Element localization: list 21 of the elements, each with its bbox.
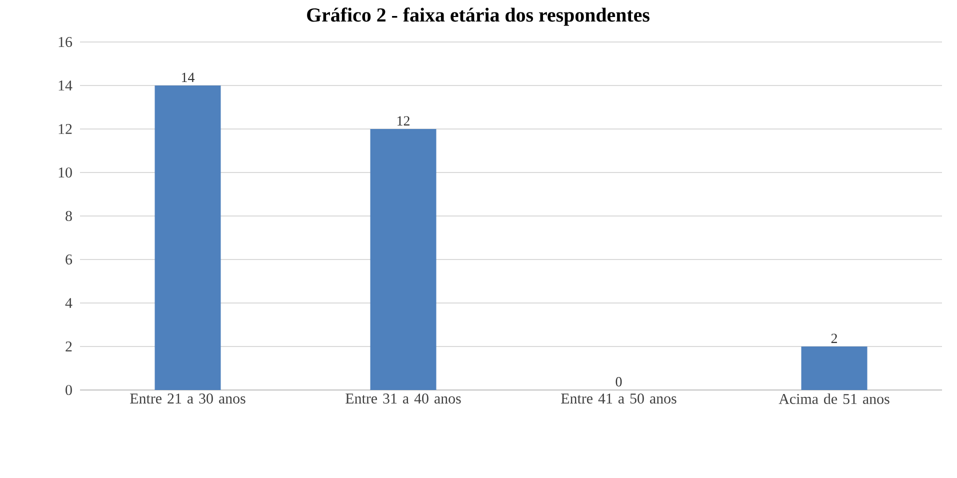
x-tick-label: Entre 31 a 40 anos [346, 394, 461, 404]
data-label: 14 [182, 72, 195, 82]
y-tick-label: 4 [65, 298, 72, 308]
bar [370, 128, 436, 390]
y-tick-label: 6 [66, 254, 72, 264]
y-tick-label: 10 [58, 167, 72, 178]
y-tick-label: 12 [58, 124, 72, 134]
bar [154, 85, 221, 390]
data-label: 12 [398, 116, 410, 126]
x-tick-label: Entre 21 a 30 anos [130, 394, 246, 404]
y-tick-label: 0 [66, 384, 72, 396]
y-tick-label: 14 [58, 80, 72, 90]
y-tick-label: 8 [66, 210, 72, 222]
y-tick-label: 16 [58, 36, 72, 47]
data-label: 2 [831, 334, 837, 343]
x-tick-label: Acima de 51 anos [778, 394, 890, 404]
data-label: 0 [616, 377, 622, 386]
chart-title: Gráfico 2 - faixa etária dos respondentes [307, 8, 650, 26]
y-tick-label: 2 [66, 342, 72, 352]
bar [801, 346, 868, 390]
x-tick-label: Entre 41 a 50 anos [561, 394, 676, 404]
